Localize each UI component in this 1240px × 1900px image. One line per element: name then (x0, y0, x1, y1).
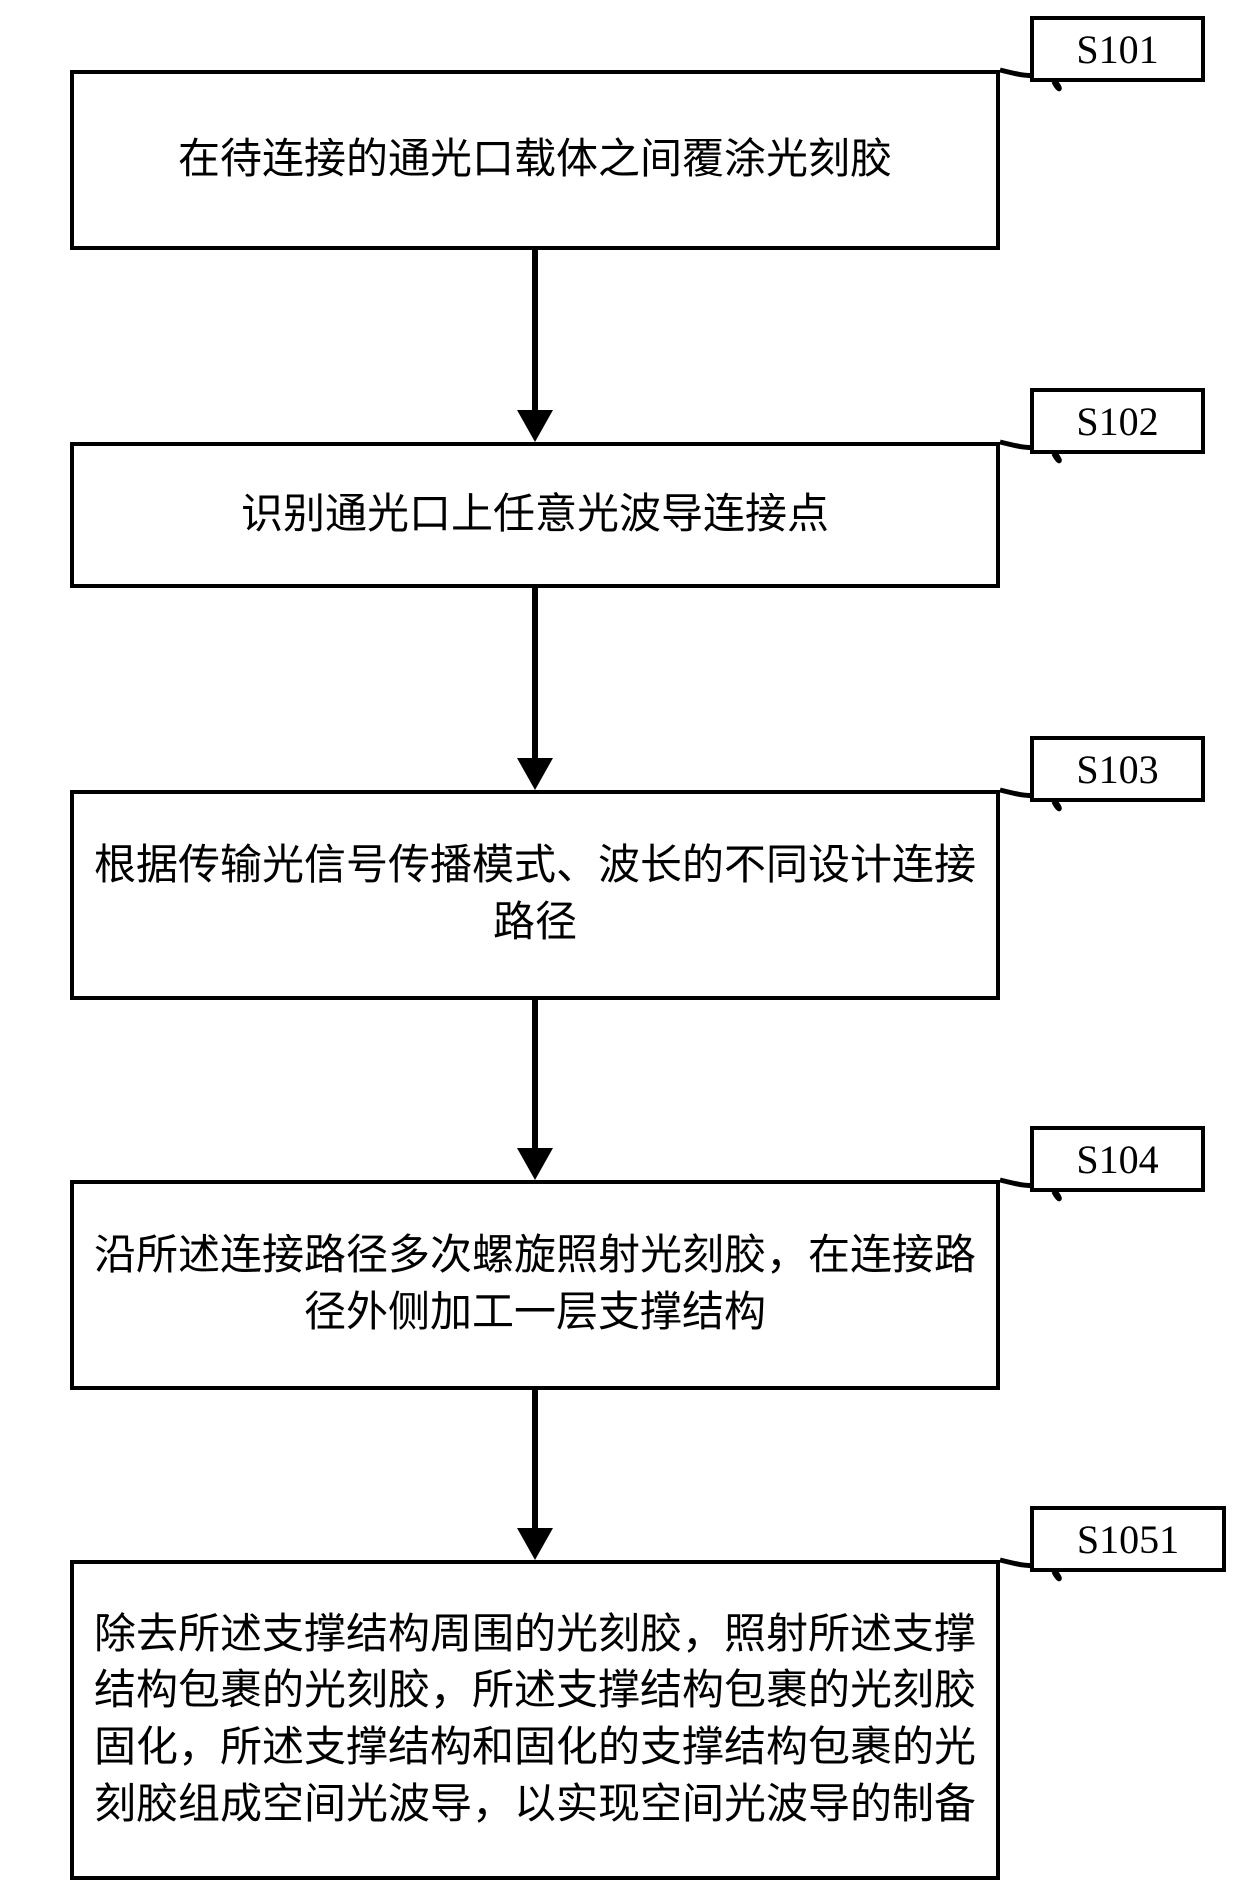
flow-step-text: 沿所述连接路径多次螺旋照射光刻胶，在连接路径外侧加工一层支撑结构 (94, 1228, 976, 1341)
step-label-S1051: S1051 (1030, 1506, 1226, 1572)
flow-step-2: 识别通光口上任意光波导连接点 (70, 442, 1000, 588)
arrow-head (517, 758, 553, 790)
step-label-text: S1051 (1077, 1516, 1179, 1563)
flow-step-text: 除去所述支撑结构周围的光刻胶，照射所述支撑结构包裹的光刻胶，所述支撑结构包裹的光… (94, 1607, 976, 1834)
step-label-text: S101 (1076, 26, 1158, 73)
flow-step-5: 除去所述支撑结构周围的光刻胶，照射所述支撑结构包裹的光刻胶，所述支撑结构包裹的光… (70, 1560, 1000, 1880)
flow-step-4: 沿所述连接路径多次螺旋照射光刻胶，在连接路径外侧加工一层支撑结构 (70, 1180, 1000, 1390)
flow-step-text: 在待连接的通光口载体之间覆涂光刻胶 (178, 132, 892, 189)
flow-step-3: 根据传输光信号传播模式、波长的不同设计连接路径 (70, 790, 1000, 1000)
arrow-head (517, 410, 553, 442)
step-label-S102: S102 (1030, 388, 1205, 454)
step-label-S104: S104 (1030, 1126, 1205, 1192)
flow-step-1: 在待连接的通光口载体之间覆涂光刻胶 (70, 70, 1000, 250)
flow-step-text: 识别通光口上任意光波导连接点 (241, 487, 829, 544)
step-label-text: S104 (1076, 1136, 1158, 1183)
step-label-text: S103 (1076, 746, 1158, 793)
step-label-text: S102 (1076, 398, 1158, 445)
arrow-head (517, 1148, 553, 1180)
arrow-head (517, 1528, 553, 1560)
flow-step-text: 根据传输光信号传播模式、波长的不同设计连接路径 (94, 838, 976, 951)
step-label-S101: S101 (1030, 16, 1205, 82)
step-label-S103: S103 (1030, 736, 1205, 802)
flowchart-canvas: 在待连接的通光口载体之间覆涂光刻胶识别通光口上任意光波导连接点根据传输光信号传播… (0, 0, 1240, 1900)
